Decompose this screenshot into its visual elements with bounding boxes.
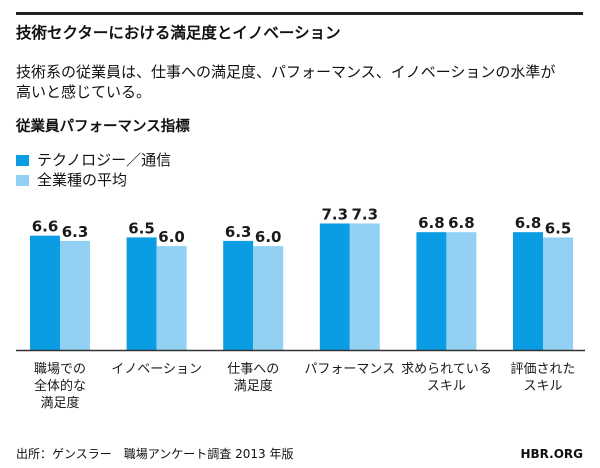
bar-chart: 6.6 6.3 6.5 6.0 6.3 6.07.3 7.3 6.8 6.8 6.8 6.5 職場で…: [16, 205, 585, 411]
value-label-average-3: 7.3: [352, 205, 379, 223]
category-label-0-line-0: 職場での: [34, 362, 86, 377]
legend-label-average: 全業種の平均: [37, 171, 128, 189]
legend-item-tech: テクノロジー／通信: [16, 150, 171, 170]
category-label-0-line-2: 満足度: [40, 395, 79, 411]
value-label-average-0: 6.3: [62, 223, 89, 241]
bar-tech-1: [126, 237, 157, 351]
bar-average-1: [156, 246, 187, 351]
top-rule: [16, 12, 583, 15]
category-label-4-line-0: 求められている: [401, 362, 492, 377]
subtitle-line: 技術系の従業員は、仕事への満足度、パフォーマンス、イノベーションの水準が: [16, 63, 556, 81]
bar-average-4: [446, 232, 477, 351]
source-note: 出所：ゲンスラー 職場アンケート調査 2013 年版: [16, 447, 294, 461]
bar-average-2: [253, 246, 284, 351]
value-label-tech-3: 7.3: [322, 205, 349, 223]
category-label-0-line-1: 全体的な: [34, 378, 86, 394]
value-label-tech-4: 6.8: [418, 214, 445, 232]
value-label-tech-5: 6.8: [515, 214, 542, 232]
legend-swatch-average: [16, 174, 29, 186]
bar-tech-5: [513, 232, 543, 351]
brand-label: HBR.ORG: [520, 447, 583, 461]
category-label-2-line-0: 仕事への: [227, 362, 279, 377]
category-label-5-line-1: スキル: [523, 379, 562, 394]
value-label-tech-1: 6.5: [128, 219, 155, 237]
value-label-tech-2: 6.3: [225, 223, 252, 241]
value-label-average-4: 6.8: [448, 214, 475, 232]
bar-average-3: [349, 223, 380, 351]
bar-average-0: [60, 240, 90, 351]
bar-tech-0: [30, 235, 60, 351]
bar-tech-2: [223, 240, 254, 351]
value-label-average-5: 6.5: [545, 219, 572, 237]
category-label-4-line-1: スキル: [427, 379, 466, 394]
legend-swatch-tech: [16, 154, 29, 166]
value-label-average-2: 6.0: [255, 228, 282, 246]
value-label-average-1: 6.0: [158, 228, 185, 246]
section-heading: 従業員パフォーマンス指標: [16, 119, 190, 135]
legend-item-average: 全業種の平均: [16, 170, 171, 190]
category-label-2-line-1: 満足度: [234, 378, 273, 394]
chart-title: 技術セクターにおける満足度とイノベーション: [16, 24, 341, 42]
bars-layer: [30, 223, 573, 351]
chart-subtitle: 技術系の従業員は、仕事への満足度、パフォーマンス、イノベーションの水準が 高いと…: [16, 62, 555, 102]
subtitle-line: 高いと感じている。: [16, 83, 152, 101]
legend: テクノロジー／通信 全業種の平均: [16, 150, 171, 190]
value-label-tech-0: 6.6: [32, 218, 59, 236]
value-labels-layer: 6.6 6.3 6.5 6.0 6.3 6.07.3 7.3 6.8 6.8 6.8 6.5: [32, 205, 572, 246]
category-label-1-line-0: イノベーション: [111, 362, 202, 377]
bar-tech-4: [416, 232, 447, 351]
category-label-5-line-0: 評価された: [510, 362, 575, 377]
legend-label-tech: テクノロジー／通信: [37, 151, 172, 169]
category-label-3-line-0: パフォーマンス: [304, 362, 395, 377]
bar-tech-3: [319, 223, 350, 351]
bar-average-5: [543, 237, 573, 351]
